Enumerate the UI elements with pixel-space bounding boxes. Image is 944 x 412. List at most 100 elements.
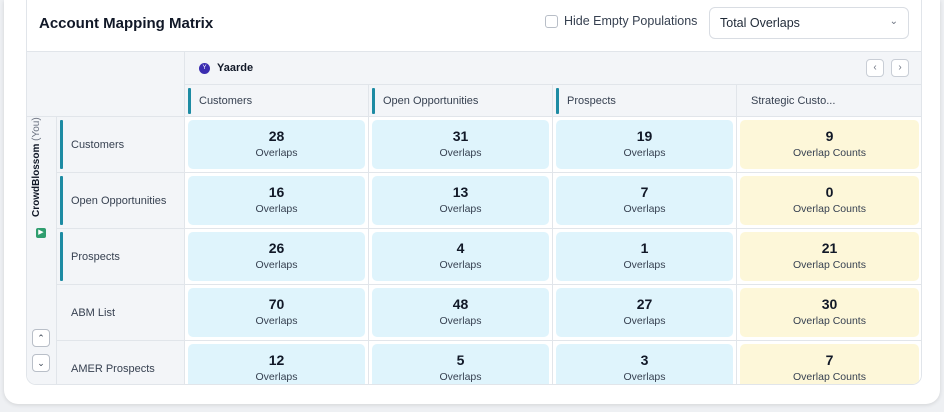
- matrix-cell[interactable]: 70 Overlaps: [188, 288, 365, 337]
- overlap-count: 30: [821, 296, 838, 312]
- prev-columns-button[interactable]: ‹: [866, 59, 884, 77]
- next-columns-button[interactable]: ›: [891, 59, 909, 77]
- chevron-down-icon: ⌄: [889, 16, 898, 27]
- matrix-cell-wrapper: 13 Overlaps: [369, 173, 553, 229]
- column-header[interactable]: Customers: [185, 85, 369, 117]
- matrix-cell[interactable]: 3 Overlaps: [556, 344, 733, 384]
- overlap-label: Overlaps: [255, 371, 298, 383]
- matrix-cell[interactable]: 26 Overlaps: [188, 232, 365, 281]
- matrix-cell[interactable]: 5 Overlaps: [372, 344, 549, 384]
- overlap-count: 70: [268, 296, 285, 312]
- column-header-label: Prospects: [567, 94, 616, 107]
- matrix-cell-wrapper: 9 Overlap Counts: [737, 117, 921, 173]
- overlap-label: Overlaps: [623, 147, 666, 159]
- matrix-cell-wrapper: 48 Overlaps: [369, 285, 553, 341]
- overlap-label: Overlaps: [623, 259, 666, 271]
- overlap-label: Overlaps: [439, 147, 482, 159]
- row-header-label: Open Opportunities: [71, 194, 167, 207]
- matrix-corner: [27, 52, 185, 117]
- matrix-cell-wrapper: 27 Overlaps: [553, 285, 737, 341]
- overlap-count: 9: [825, 128, 834, 144]
- row-header[interactable]: AMER Prospects: [57, 341, 185, 384]
- matrix-cell[interactable]: 0 Overlap Counts: [740, 176, 919, 225]
- overlap-count: 16: [268, 184, 285, 200]
- matrix-cell-wrapper: 0 Overlap Counts: [737, 173, 921, 229]
- matrix-cell[interactable]: 9 Overlap Counts: [740, 120, 919, 169]
- scroll-down-button[interactable]: ⌄: [32, 354, 50, 372]
- matrix-cell[interactable]: 28 Overlaps: [188, 120, 365, 169]
- matrix-cell-wrapper: 70 Overlaps: [185, 285, 369, 341]
- matrix-cell-wrapper: 1 Overlaps: [553, 229, 737, 285]
- overlap-label: Overlaps: [255, 203, 298, 215]
- matrix-cell[interactable]: 4 Overlaps: [372, 232, 549, 281]
- matrix-cell[interactable]: 19 Overlaps: [556, 120, 733, 169]
- own-population-side: CrowdBlossom (You) ▶ ⌃ ⌄: [27, 117, 57, 384]
- matrix-cell-wrapper: 7 Overlaps: [553, 173, 737, 229]
- overlap-label: Overlaps: [439, 259, 482, 271]
- matrix-cell-wrapper: 5 Overlaps: [369, 341, 553, 384]
- overlap-count: 26: [268, 240, 285, 256]
- matrix-panel: Account Mapping Matrix Hide Empty Popula…: [26, 0, 922, 385]
- overlap-label: Overlap Counts: [793, 259, 866, 271]
- own-company-name: CrowdBlossom: [31, 143, 42, 217]
- hide-empty-checkbox[interactable]: [545, 14, 558, 28]
- matrix-cell[interactable]: 7 Overlaps: [556, 176, 733, 225]
- own-company-logo-icon: ▶: [36, 228, 46, 238]
- overlap-label: Overlaps: [255, 315, 298, 327]
- matrix-cell-wrapper: 19 Overlaps: [553, 117, 737, 173]
- overlap-count: 13: [452, 184, 469, 200]
- overlap-label: Overlaps: [623, 315, 666, 327]
- row-header[interactable]: Open Opportunities: [57, 173, 185, 229]
- row-header[interactable]: Prospects: [57, 229, 185, 285]
- row-header-label: ABM List: [71, 306, 116, 319]
- matrix-cell[interactable]: 13 Overlaps: [372, 176, 549, 225]
- overlap-count: 3: [640, 352, 649, 368]
- overlap-count: 27: [636, 296, 653, 312]
- matrix-cell[interactable]: 27 Overlaps: [556, 288, 733, 337]
- select-value: Total Overlaps: [720, 16, 800, 30]
- overlap-count: 21: [821, 240, 838, 256]
- matrix-cell[interactable]: 1 Overlaps: [556, 232, 733, 281]
- overlap-label: Overlap Counts: [793, 371, 866, 383]
- own-company-label: CrowdBlossom (You): [31, 117, 45, 217]
- overlap-label: Overlap Counts: [793, 315, 866, 327]
- column-header[interactable]: Prospects: [553, 85, 737, 117]
- matrix-cell[interactable]: 12 Overlaps: [188, 344, 365, 384]
- overlap-label: Overlap Counts: [793, 203, 866, 215]
- matrix-cell[interactable]: 31 Overlaps: [372, 120, 549, 169]
- matrix-cell-wrapper: 7 Overlap Counts: [737, 341, 921, 384]
- overlap-count: 28: [268, 128, 285, 144]
- matrix-cell[interactable]: 21 Overlap Counts: [740, 232, 919, 281]
- column-header[interactable]: Open Opportunities: [369, 85, 553, 117]
- overlap-label: Overlaps: [439, 203, 482, 215]
- overlap-label: Overlaps: [623, 203, 666, 215]
- hide-empty-toggle[interactable]: Hide Empty Populations: [545, 14, 697, 28]
- overlap-count: 12: [268, 352, 285, 368]
- overlap-count: 4: [456, 240, 465, 256]
- matrix-cell[interactable]: 7 Overlap Counts: [740, 344, 919, 384]
- scroll-up-button[interactable]: ⌃: [32, 329, 50, 347]
- overlap-label: Overlap Counts: [793, 147, 866, 159]
- overlap-count: 7: [640, 184, 649, 200]
- row-header-label: Customers: [71, 138, 125, 151]
- matrix-cell[interactable]: 16 Overlaps: [188, 176, 365, 225]
- matrix-cell[interactable]: 48 Overlaps: [372, 288, 549, 337]
- overlap-count: 7: [825, 352, 834, 368]
- row-header[interactable]: Customers: [57, 117, 185, 173]
- overlap-count: 5: [456, 352, 465, 368]
- row-header[interactable]: ABM List: [57, 285, 185, 341]
- matrix-cell-wrapper: 31 Overlaps: [369, 117, 553, 173]
- overlap-label: Overlaps: [439, 371, 482, 383]
- column-header[interactable]: Strategic Custo...: [737, 85, 921, 117]
- matrix-cell-wrapper: 26 Overlaps: [185, 229, 369, 285]
- matrix-cell[interactable]: 30 Overlap Counts: [740, 288, 919, 337]
- own-company-suffix: (You): [31, 117, 42, 141]
- page-title: Account Mapping Matrix: [39, 15, 214, 32]
- overlap-count: 1: [640, 240, 649, 256]
- overlap-type-select[interactable]: Total Overlaps ⌄: [709, 7, 909, 39]
- partner-logo-icon: Y: [199, 63, 210, 74]
- matrix-cell-wrapper: 3 Overlaps: [553, 341, 737, 384]
- matrix-cell-wrapper: 30 Overlap Counts: [737, 285, 921, 341]
- overlap-count: 48: [452, 296, 469, 312]
- overlap-count: 31: [452, 128, 469, 144]
